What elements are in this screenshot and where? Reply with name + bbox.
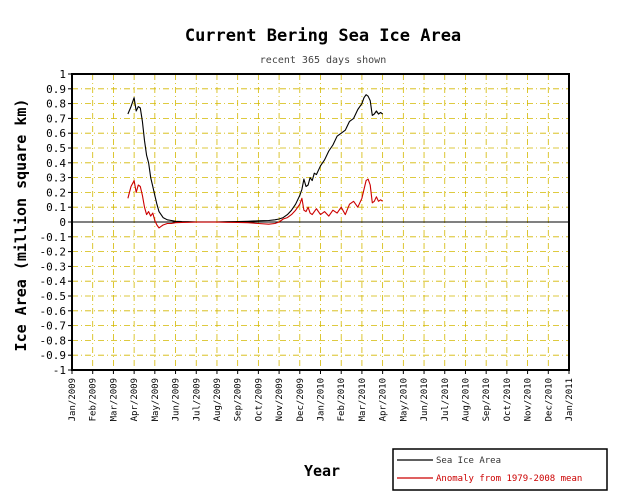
x-tick-label: Nov/2009	[275, 378, 285, 421]
x-tick-label: Jun/2010	[420, 378, 430, 421]
y-tick-label: 0.4	[46, 157, 66, 170]
legend-box	[392, 448, 608, 491]
legend-label-anomaly: Anomaly from 1979-2008 mean	[436, 474, 582, 484]
y-tick-label: -1	[53, 364, 66, 377]
legend-label-ice: Sea Ice Area	[436, 456, 501, 466]
x-tick-label: Jun/2009	[172, 378, 182, 421]
y-tick-label: -0.3	[40, 260, 67, 273]
x-tick-label: Aug/2009	[213, 378, 223, 421]
x-tick-label: Apr/2010	[379, 378, 389, 421]
y-tick-label: -0.7	[40, 320, 67, 333]
y-tick-label: -0.9	[40, 349, 67, 362]
x-tick-label: Jul/2009	[192, 378, 202, 421]
x-tick-label: May/2009	[151, 378, 161, 421]
y-tick-label: 0.8	[46, 98, 66, 111]
y-tick-label: 0.7	[46, 112, 66, 125]
y-tick-label: 1	[59, 68, 66, 81]
y-tick-label: -0.1	[40, 231, 67, 244]
x-tick-label: Jul/2010	[441, 378, 451, 421]
y-tick-label: 0.6	[46, 127, 66, 140]
y-tick-label: 0.2	[46, 186, 66, 199]
x-tick-label: Jan/2010	[317, 378, 327, 421]
x-tick-label: Nov/2010	[524, 378, 534, 421]
x-tick-label: Apr/2009	[130, 378, 140, 421]
legend: Sea Ice Area Anomaly from 1979-2008 mean	[392, 448, 608, 491]
y-tick-label: 0.9	[46, 83, 66, 96]
y-axis-label: Ice Area (million square km)	[12, 99, 30, 352]
y-tick-label: -0.4	[40, 275, 67, 288]
plot-frame	[71, 73, 570, 371]
chart-title: Current Bering Sea Ice Area	[185, 26, 461, 46]
y-tick-label: 0.1	[46, 201, 66, 214]
x-tick-label: Dec/2010	[544, 378, 554, 421]
x-tick-label: Oct/2010	[503, 378, 513, 421]
x-tick-label: Feb/2009	[89, 378, 99, 421]
x-axis-label: Year	[304, 462, 340, 480]
series-line-sea-ice-area	[127, 94, 383, 223]
x-tick-label: Oct/2009	[254, 378, 264, 421]
y-tick-label: -0.8	[40, 334, 67, 347]
x-tick-label: Jan/2011	[565, 378, 575, 421]
y-tick-label: -0.6	[40, 305, 67, 318]
x-tick-label: Sep/2010	[482, 378, 492, 421]
series-line-anomaly	[127, 178, 383, 229]
x-tick-label: Feb/2010	[337, 378, 347, 421]
x-tick-label: Jan/2009	[68, 378, 78, 421]
x-tick-label: Mar/2010	[358, 378, 368, 421]
y-tick-label: 0	[59, 216, 66, 229]
grid	[72, 74, 569, 370]
x-tick-label: Dec/2009	[296, 378, 306, 421]
y-tick-label: 0.5	[46, 142, 66, 155]
x-tick-label: Mar/2009	[109, 378, 119, 421]
y-tick-label: 0.3	[46, 172, 66, 185]
x-tick-label: May/2010	[399, 378, 409, 421]
chart-subtitle: recent 365 days shown	[260, 55, 386, 66]
x-tick-label: Aug/2010	[461, 378, 471, 421]
y-tick-label: -0.2	[40, 246, 67, 259]
x-tick-label: Sep/2009	[234, 378, 244, 421]
y-tick-label: -0.5	[40, 290, 67, 303]
